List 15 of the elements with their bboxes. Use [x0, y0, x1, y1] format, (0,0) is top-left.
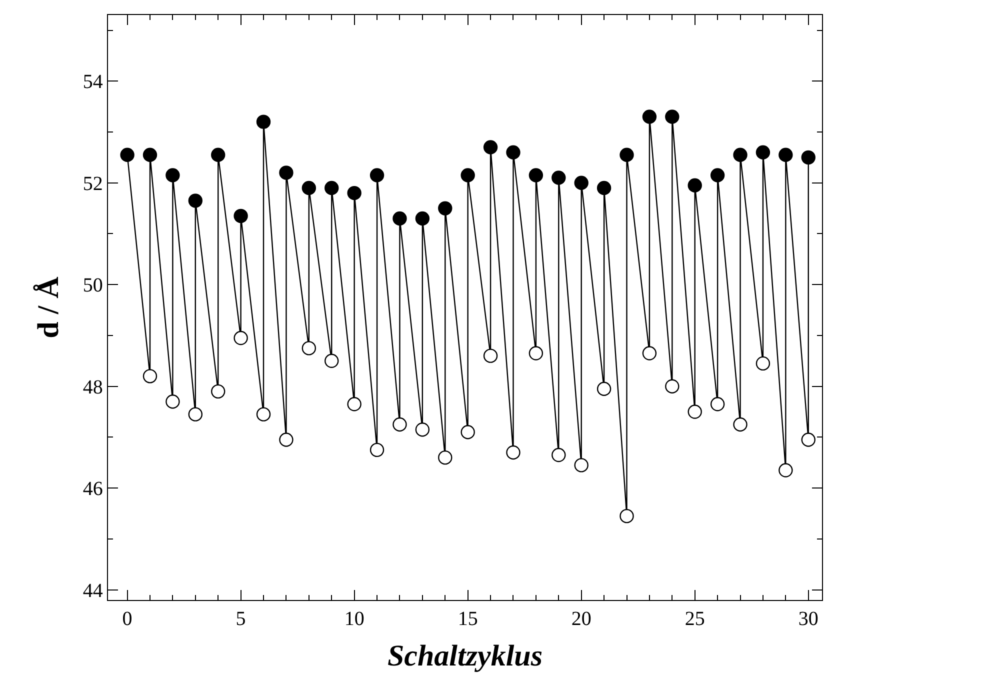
x-tick-label: 25	[684, 608, 705, 630]
x-tick-label: 5	[236, 608, 246, 630]
y-tick-label: 50	[82, 274, 103, 297]
x-tick-label: 20	[571, 608, 592, 630]
y-tick-label: 48	[82, 376, 103, 398]
x-axis-title: Schaltzyklus	[387, 640, 543, 673]
x-tick-label: 10	[344, 608, 364, 630]
y-axis-title: d / Å	[32, 276, 65, 338]
y-tick-label: 54	[82, 71, 103, 94]
x-tick-label: 15	[458, 608, 478, 630]
x-tick-label: 0	[122, 608, 132, 630]
y-tick-label: 46	[82, 478, 103, 500]
y-tick-label: 44	[82, 580, 103, 602]
x-tick-label: 30	[798, 608, 818, 630]
y-tick-label: 52	[82, 172, 103, 195]
